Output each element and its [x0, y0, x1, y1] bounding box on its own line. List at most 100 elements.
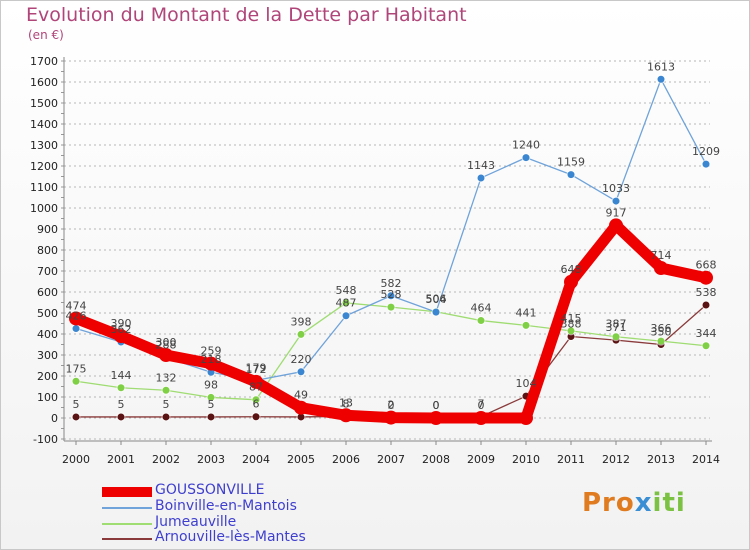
data-label: 464: [471, 302, 492, 315]
data-point: [699, 270, 713, 285]
data-label: 1613: [647, 60, 675, 73]
y-tick-label: -100: [33, 433, 58, 446]
data-point: [294, 400, 308, 415]
data-label: 487: [336, 297, 357, 310]
data-point: [612, 333, 620, 341]
data-label: 668: [696, 259, 717, 272]
data-point: [252, 413, 260, 421]
x-tick-label: 2003: [197, 453, 225, 466]
data-label: 371: [606, 321, 627, 334]
legend-swatch: [102, 523, 152, 525]
data-label: 474: [66, 299, 87, 312]
data-point: [117, 384, 125, 392]
data-point: [297, 330, 305, 338]
x-tick-label: 2009: [467, 453, 495, 466]
data-point: [432, 308, 440, 316]
data-label: 0: [478, 399, 485, 412]
data-point: [207, 368, 215, 376]
data-label: 0: [433, 399, 440, 412]
data-point: [564, 274, 578, 289]
data-point: [339, 408, 353, 423]
legend-label: Jumeauville: [155, 514, 237, 530]
data-label: 5: [118, 398, 125, 411]
data-label: 917: [606, 206, 627, 219]
series-0: [69, 218, 713, 425]
data-point: [207, 413, 215, 421]
data-point: [162, 413, 170, 421]
data-label: 2: [388, 399, 395, 412]
data-point: [114, 329, 128, 344]
data-point: [519, 411, 533, 425]
data-point: [72, 377, 80, 385]
data-label: 714: [651, 249, 672, 262]
y-tick-label: 1400: [30, 118, 58, 131]
data-point: [387, 292, 395, 300]
data-label: 366: [651, 322, 672, 335]
data-point: [117, 413, 125, 421]
data-point: [72, 325, 80, 333]
data-point: [657, 337, 665, 345]
y-tick-label: 200: [37, 370, 58, 383]
data-label: 441: [516, 306, 537, 319]
data-point: [609, 218, 623, 233]
data-label: 104: [516, 377, 537, 390]
x-tick-label: 2013: [647, 453, 675, 466]
y-tick-label: 0: [51, 412, 58, 425]
data-label: 1143: [467, 159, 495, 172]
y-tick-label: 300: [37, 349, 58, 362]
x-tick-label: 2007: [377, 453, 405, 466]
y-tick-label: 700: [37, 265, 58, 278]
data-label: 5: [208, 398, 215, 411]
data-label: 13: [339, 396, 353, 409]
y-tick-label: 1300: [30, 139, 58, 152]
x-tick-label: 2000: [62, 453, 90, 466]
data-label: 132: [156, 371, 177, 384]
data-label: 87: [249, 381, 263, 394]
data-label: 350: [651, 326, 672, 339]
data-point: [477, 317, 485, 325]
data-label: 5: [73, 398, 80, 411]
y-tick-label: 500: [37, 307, 58, 320]
y-tick-label: 1600: [30, 76, 58, 89]
data-label: 220: [291, 353, 312, 366]
data-label: 175: [66, 362, 87, 375]
data-label: 388: [561, 318, 582, 331]
data-label: 504: [426, 293, 447, 306]
data-label: 172: [246, 363, 267, 376]
data-label: 344: [696, 327, 717, 340]
data-label: 1240: [512, 139, 540, 152]
data-point: [654, 261, 668, 276]
legend-label: GOUSSONVILLE: [155, 482, 265, 498]
data-point: [69, 311, 83, 326]
legend-swatch: [102, 507, 152, 509]
data-point: [522, 321, 530, 329]
data-label: 179: [246, 361, 267, 374]
x-tick-label: 2014: [692, 453, 720, 466]
data-point: [429, 411, 443, 425]
y-tick-label: 400: [37, 328, 58, 341]
data-label: 6: [253, 398, 260, 411]
y-tick-label: 1100: [30, 181, 58, 194]
data-label: 390: [111, 317, 132, 330]
y-tick-label: 100: [37, 391, 58, 404]
data-point: [252, 396, 260, 404]
data-point: [702, 342, 710, 350]
data-label: 538: [696, 286, 717, 299]
proxiti-logo: Proxiti: [582, 488, 686, 518]
legend-label: Boinville-en-Mantois: [155, 498, 297, 514]
data-point: [204, 356, 218, 371]
data-label: 8: [343, 397, 350, 410]
data-point: [474, 411, 488, 425]
data-label: 0: [388, 399, 395, 412]
x-tick-label: 2001: [107, 453, 135, 466]
data-point: [207, 393, 215, 401]
data-point: [159, 348, 173, 362]
data-point: [384, 410, 398, 425]
data-label: 548: [336, 284, 357, 297]
data-label: 362: [111, 323, 132, 336]
x-tick-label: 2005: [287, 453, 315, 466]
data-label: 582: [381, 277, 402, 290]
data-label: 415: [561, 312, 582, 325]
